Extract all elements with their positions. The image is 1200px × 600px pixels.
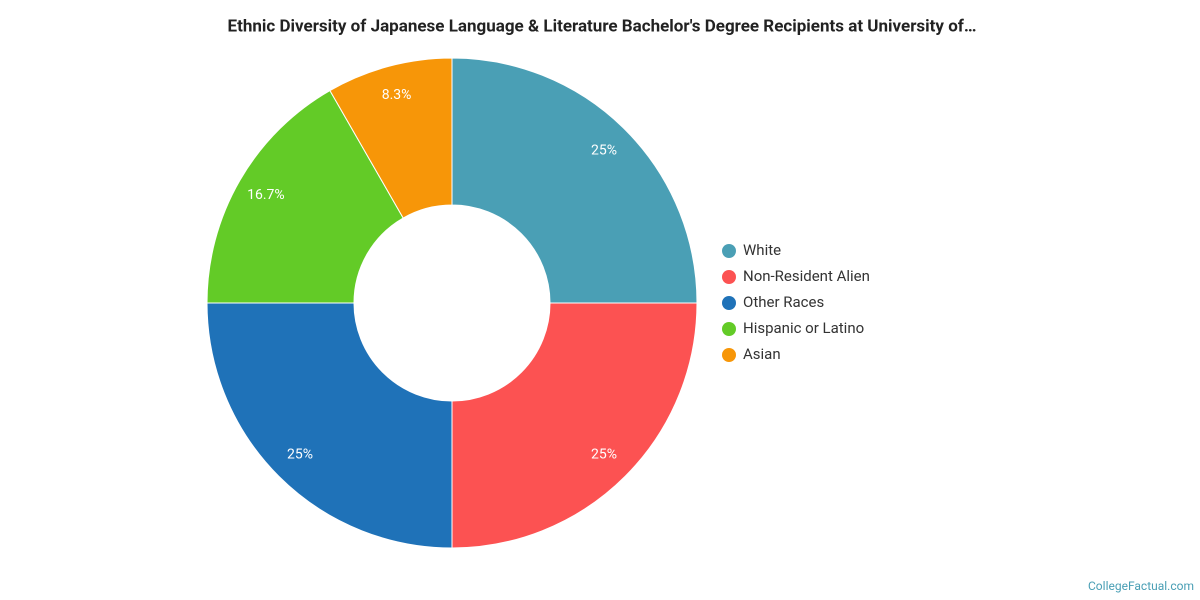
legend-marker bbox=[722, 322, 736, 336]
legend-marker bbox=[722, 244, 736, 258]
legend-marker bbox=[722, 296, 736, 310]
slice-label: 25% bbox=[287, 447, 313, 463]
legend-marker bbox=[722, 270, 736, 284]
slice bbox=[451, 57, 698, 304]
legend-text: Hispanic or Latino bbox=[743, 319, 864, 337]
legend-text: Other Races bbox=[743, 293, 824, 311]
source: CollegeFactual.com bbox=[1088, 579, 1194, 593]
slice bbox=[451, 302, 698, 549]
slice bbox=[206, 302, 453, 549]
slice-label: 16.7% bbox=[247, 187, 285, 203]
legend-marker bbox=[722, 348, 736, 362]
chart-title: Ethnic Diversity of Japanese Language & … bbox=[228, 16, 977, 36]
slice-label: 25% bbox=[591, 447, 617, 463]
slice bbox=[329, 57, 453, 219]
slice-label: 8.3% bbox=[382, 87, 412, 103]
legend-text: Asian bbox=[743, 345, 781, 363]
legend-text: White bbox=[743, 241, 781, 259]
slice-label: 25% bbox=[591, 143, 617, 159]
slice bbox=[206, 89, 404, 304]
legend-text: Non-Resident Alien bbox=[743, 267, 870, 285]
